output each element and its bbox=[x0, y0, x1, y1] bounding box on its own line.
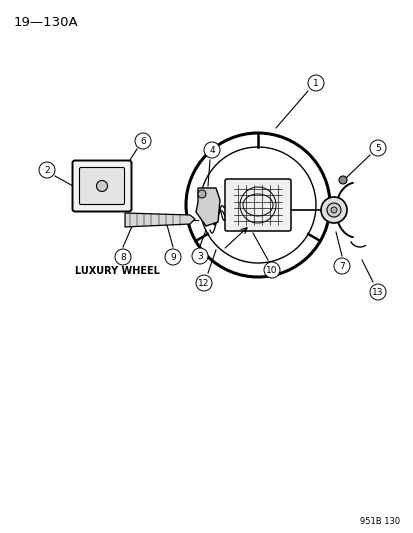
Text: 8: 8 bbox=[120, 253, 126, 262]
Circle shape bbox=[369, 284, 385, 300]
Text: 9: 9 bbox=[170, 253, 176, 262]
Text: 13: 13 bbox=[371, 287, 383, 296]
Circle shape bbox=[135, 133, 151, 149]
FancyBboxPatch shape bbox=[224, 179, 290, 231]
Circle shape bbox=[263, 262, 279, 278]
Circle shape bbox=[204, 142, 219, 158]
Circle shape bbox=[307, 75, 323, 91]
Circle shape bbox=[326, 203, 340, 217]
Text: 5: 5 bbox=[374, 143, 380, 152]
Text: 951B 130: 951B 130 bbox=[359, 517, 399, 526]
Circle shape bbox=[192, 248, 207, 264]
Circle shape bbox=[369, 140, 385, 156]
Circle shape bbox=[197, 190, 206, 198]
Circle shape bbox=[320, 197, 346, 223]
Text: 12: 12 bbox=[198, 279, 209, 287]
Polygon shape bbox=[125, 213, 195, 227]
Circle shape bbox=[165, 249, 180, 265]
Circle shape bbox=[333, 258, 349, 274]
Circle shape bbox=[195, 275, 211, 291]
Circle shape bbox=[115, 249, 131, 265]
FancyBboxPatch shape bbox=[79, 167, 124, 205]
Circle shape bbox=[39, 162, 55, 178]
Text: 1: 1 bbox=[312, 78, 318, 87]
Text: 6: 6 bbox=[140, 136, 145, 146]
Circle shape bbox=[96, 181, 107, 191]
Text: LUXURY WHEEL: LUXURY WHEEL bbox=[75, 266, 159, 276]
Text: 3: 3 bbox=[197, 252, 202, 261]
FancyBboxPatch shape bbox=[72, 160, 131, 212]
Text: 4: 4 bbox=[209, 146, 214, 155]
Text: 19—130A: 19—130A bbox=[14, 16, 78, 29]
Text: 2: 2 bbox=[44, 166, 50, 174]
Circle shape bbox=[338, 176, 346, 184]
Polygon shape bbox=[195, 188, 219, 226]
Text: 10: 10 bbox=[266, 265, 277, 274]
Text: 7: 7 bbox=[338, 262, 344, 271]
Circle shape bbox=[330, 207, 336, 213]
